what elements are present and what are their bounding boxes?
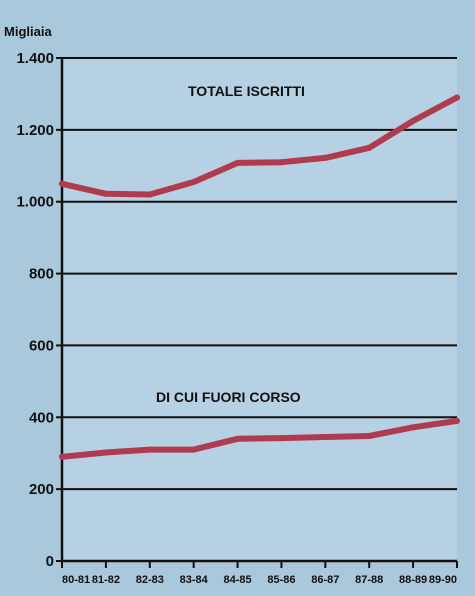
- data-point-s0-87-88: [366, 144, 373, 151]
- data-point-s1-88-89: [410, 424, 417, 431]
- y-tick-label-200: 200: [29, 481, 54, 498]
- x-tick-label-80-81: 80-81: [62, 574, 90, 586]
- data-point-s1-89-90: [454, 417, 460, 424]
- x-ticks: 80-81 81-82 82-83 83-84 84-85 85-86 86-87 87-88…: [61, 561, 458, 586]
- data-point-s1-85-86: [278, 435, 285, 442]
- series-label-totale-iscritti: TOTALE ISCRITTI: [188, 83, 305, 99]
- series-lines: [59, 94, 460, 460]
- y-tick-label-600: 600: [29, 337, 54, 354]
- x-tick-label-85-86: 85-86: [267, 574, 295, 586]
- y-tick-label-800: 800: [29, 266, 54, 283]
- x-tick-label-82-83: 82-83: [136, 574, 164, 586]
- grid: [62, 57, 457, 491]
- y-unit-label: Migliaia: [4, 24, 52, 39]
- data-point-s0-81-82: [102, 190, 109, 197]
- y-tick-label-1200: 1.200: [16, 122, 54, 139]
- y-tick-label-1000: 1.000: [16, 194, 54, 211]
- data-point-s0-80-81: [59, 180, 65, 187]
- x-tick-label-84-85: 84-85: [223, 574, 251, 586]
- x-tick-label-83-84: 83-84: [180, 574, 209, 586]
- series-label-fuori-corso: DI CUI FUORI CORSO: [156, 389, 301, 405]
- y-ticks: 0 200 400 600 800 1.000 1.200 1.400: [16, 50, 62, 570]
- data-point-s0-88-89: [410, 117, 417, 124]
- y-tick-label-0: 0: [46, 553, 54, 570]
- data-point-s0-83-84: [190, 178, 197, 185]
- plot-area: [62, 58, 457, 561]
- y-tick-label-1400: 1.400: [16, 50, 54, 67]
- data-point-s1-87-88: [366, 432, 373, 439]
- x-tick-label-87-88: 87-88: [355, 574, 383, 586]
- data-point-s1-84-85: [234, 435, 241, 442]
- x-tick-label-81-82: 81-82: [92, 574, 120, 586]
- axes: [60, 58, 457, 563]
- data-point-s0-82-83: [146, 191, 153, 198]
- series-line-0: [59, 94, 460, 198]
- data-point-s1-81-82: [102, 449, 109, 456]
- data-point-s0-84-85: [234, 159, 241, 166]
- data-point-s1-86-87: [322, 434, 329, 441]
- series-line-1: [59, 417, 460, 460]
- data-point-s1-83-84: [190, 446, 197, 453]
- y-tick-label-400: 400: [29, 409, 54, 426]
- x-tick-label-88-89: 88-89: [399, 574, 427, 586]
- x-tick-label-89-90: 89-90: [429, 574, 457, 586]
- data-point-s1-80-81: [59, 453, 65, 460]
- data-point-s0-89-90: [454, 94, 460, 101]
- data-point-s0-86-87: [322, 154, 329, 161]
- x-tick-label-86-87: 86-87: [311, 574, 339, 586]
- data-point-s0-85-86: [278, 159, 285, 166]
- data-point-s1-82-83: [146, 446, 153, 453]
